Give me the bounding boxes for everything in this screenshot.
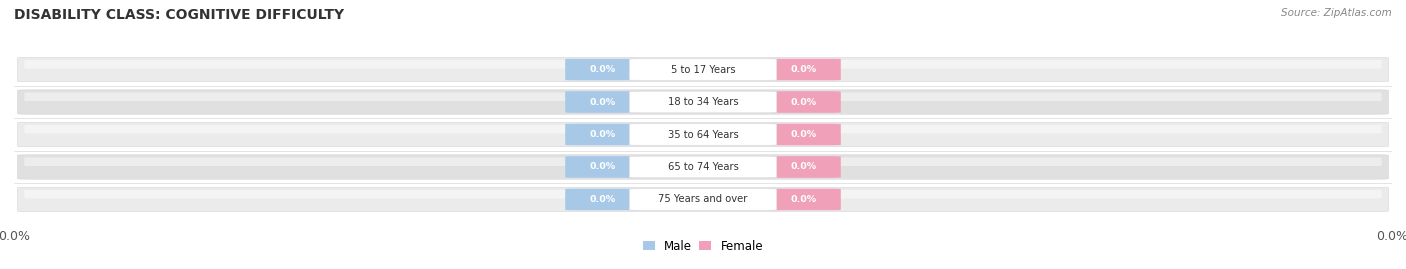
FancyBboxPatch shape [630, 59, 776, 80]
FancyBboxPatch shape [630, 189, 776, 210]
FancyBboxPatch shape [766, 156, 841, 178]
FancyBboxPatch shape [766, 124, 841, 145]
FancyBboxPatch shape [17, 155, 1389, 179]
Text: 0.0%: 0.0% [790, 130, 817, 139]
Text: Source: ZipAtlas.com: Source: ZipAtlas.com [1281, 8, 1392, 18]
FancyBboxPatch shape [565, 189, 640, 210]
Text: 65 to 74 Years: 65 to 74 Years [668, 162, 738, 172]
Text: 0.0%: 0.0% [790, 65, 817, 74]
FancyBboxPatch shape [24, 125, 1382, 133]
FancyBboxPatch shape [565, 156, 640, 178]
Text: 0.0%: 0.0% [790, 195, 817, 204]
Text: 0.0%: 0.0% [589, 65, 616, 74]
Text: 35 to 64 Years: 35 to 64 Years [668, 129, 738, 140]
FancyBboxPatch shape [565, 59, 640, 80]
Text: 0.0%: 0.0% [790, 98, 817, 107]
FancyBboxPatch shape [630, 124, 776, 145]
Text: 0.0%: 0.0% [790, 162, 817, 171]
FancyBboxPatch shape [24, 93, 1382, 101]
FancyBboxPatch shape [630, 156, 776, 178]
Text: 0.0%: 0.0% [589, 98, 616, 107]
FancyBboxPatch shape [24, 190, 1382, 199]
FancyBboxPatch shape [24, 60, 1382, 69]
FancyBboxPatch shape [766, 59, 841, 80]
FancyBboxPatch shape [565, 91, 640, 113]
FancyBboxPatch shape [17, 122, 1389, 147]
FancyBboxPatch shape [24, 157, 1382, 166]
FancyBboxPatch shape [17, 57, 1389, 82]
Text: 5 to 17 Years: 5 to 17 Years [671, 65, 735, 75]
FancyBboxPatch shape [17, 187, 1389, 212]
Text: 0.0%: 0.0% [589, 195, 616, 204]
FancyBboxPatch shape [17, 90, 1389, 114]
Text: DISABILITY CLASS: COGNITIVE DIFFICULTY: DISABILITY CLASS: COGNITIVE DIFFICULTY [14, 8, 344, 22]
FancyBboxPatch shape [565, 124, 640, 145]
Text: 75 Years and over: 75 Years and over [658, 194, 748, 204]
FancyBboxPatch shape [766, 189, 841, 210]
FancyBboxPatch shape [630, 91, 776, 113]
Text: 0.0%: 0.0% [589, 162, 616, 171]
Legend: Male, Female: Male, Female [643, 240, 763, 253]
Text: 18 to 34 Years: 18 to 34 Years [668, 97, 738, 107]
FancyBboxPatch shape [766, 91, 841, 113]
Text: 0.0%: 0.0% [589, 130, 616, 139]
